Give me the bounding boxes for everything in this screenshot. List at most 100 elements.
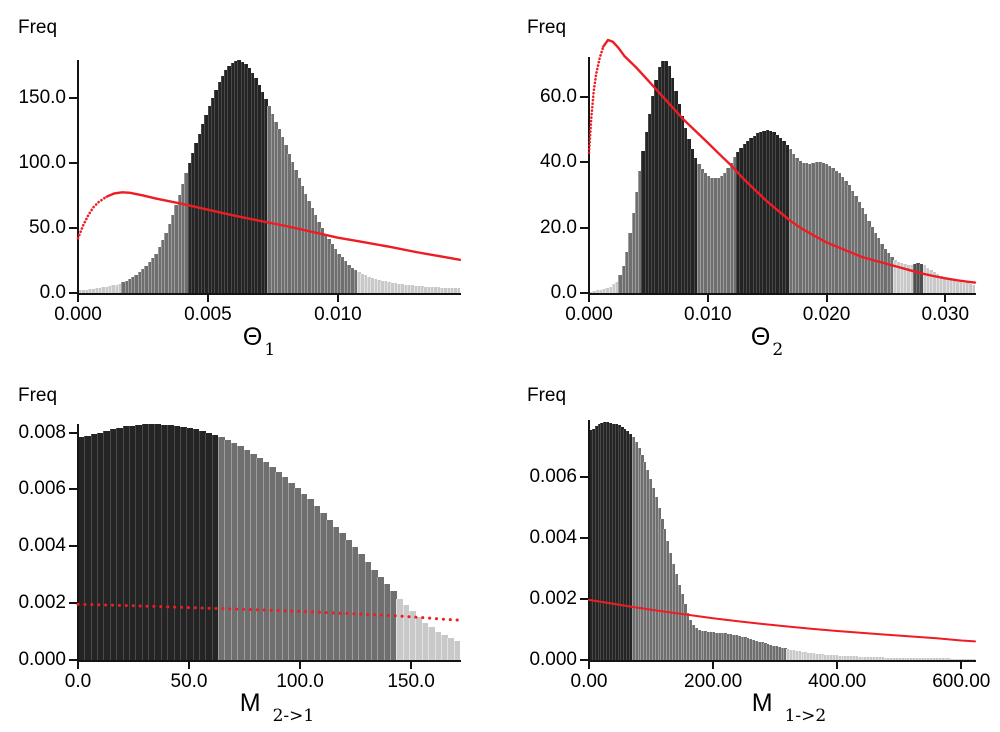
histogram-bar xyxy=(154,424,162,660)
histogram-bar xyxy=(409,611,416,660)
histogram-bar xyxy=(726,633,730,660)
x-axis xyxy=(588,660,976,662)
histogram-bar xyxy=(104,286,109,293)
histogram-bar xyxy=(634,441,638,660)
histogram-bar xyxy=(623,429,627,660)
x-tick xyxy=(960,662,963,669)
histogram-bar xyxy=(154,253,158,293)
histogram-bar xyxy=(167,425,174,660)
y-tick xyxy=(69,96,77,99)
histogram-bar xyxy=(430,287,434,293)
histogram-bar xyxy=(294,488,302,660)
x-axis-title-m12-base: M xyxy=(751,689,773,717)
histogram-bar xyxy=(723,633,727,660)
histogram-bar xyxy=(886,657,890,660)
histogram-bar xyxy=(854,656,859,660)
histogram-bar xyxy=(832,655,836,660)
histogram-bar xyxy=(218,437,225,660)
histogram-bar xyxy=(800,651,804,660)
x-tick-label: 0.0 xyxy=(64,671,92,692)
histogram-bar xyxy=(157,247,162,293)
histogram-bar xyxy=(135,424,142,660)
histogram-bar xyxy=(969,658,973,660)
histogram-bar xyxy=(703,631,707,660)
histogram-bar xyxy=(786,649,790,660)
histogram-bar xyxy=(629,433,633,660)
histogram-bar xyxy=(598,289,603,293)
y-tick-label: 0.002 xyxy=(18,592,66,614)
histogram-bar xyxy=(353,270,358,293)
histogram-bar xyxy=(134,274,139,293)
histogram-bar xyxy=(837,655,841,660)
histogram-bar xyxy=(360,273,364,293)
histogram-bar xyxy=(396,598,403,660)
y-tick-label: 0.000 xyxy=(529,649,577,670)
histogram-bar xyxy=(456,288,461,293)
histogram-bar xyxy=(789,649,793,660)
histogram-bar xyxy=(760,642,764,660)
histogram-bar xyxy=(256,457,263,660)
histogram-bar xyxy=(709,632,713,660)
y-tick-label: 40.0 xyxy=(540,151,577,173)
histogram-bar xyxy=(794,650,799,660)
x-axis-title-m12-sub: 1->2 xyxy=(784,706,827,726)
histogram-bar xyxy=(892,657,896,660)
y-tick-label: 0.006 xyxy=(18,478,66,500)
histogram-bar xyxy=(244,64,248,293)
histogram-bar xyxy=(127,278,132,293)
x-axis-title-theta2-base: Θ xyxy=(750,323,771,351)
histogram-bar xyxy=(929,658,933,660)
x-tick xyxy=(836,662,839,669)
histogram-bar xyxy=(137,272,142,293)
histogram-bar xyxy=(660,518,664,660)
y-tick xyxy=(69,226,77,229)
x-tick xyxy=(825,295,828,302)
histogram-bar xyxy=(160,424,168,660)
histogram-bar xyxy=(84,289,89,293)
histogram-bar xyxy=(826,654,830,660)
histogram-bar xyxy=(889,657,893,660)
histogram-bar xyxy=(269,466,276,660)
histogram-bar xyxy=(122,426,130,660)
histogram-bar xyxy=(937,658,941,660)
histogram-bar xyxy=(116,427,123,660)
x-tick xyxy=(944,295,947,302)
histogram-bar xyxy=(763,643,767,660)
y-axis xyxy=(77,424,79,662)
histogram-bar xyxy=(737,635,741,660)
histogram-bar xyxy=(943,658,947,660)
x-axis-title-m12: M 1->2 xyxy=(709,689,869,726)
histogram-bar xyxy=(446,287,451,293)
y-tick xyxy=(69,431,77,434)
y-tick xyxy=(69,292,77,294)
histogram-bar xyxy=(654,497,658,660)
histogram-bar xyxy=(960,658,964,660)
y-tick-label: 50.0 xyxy=(29,216,66,238)
histogram-bar xyxy=(383,281,388,293)
histogram-bar xyxy=(602,288,606,293)
histogram-bar xyxy=(900,657,904,660)
histogram-bar xyxy=(357,272,361,293)
y-axis-title-m21: Freq xyxy=(18,385,58,406)
histogram-bar xyxy=(597,423,601,660)
y-tick xyxy=(69,602,77,605)
histogram-bar xyxy=(880,657,884,660)
histogram-bar xyxy=(697,629,701,660)
histogram-bar xyxy=(117,283,122,293)
y-tick xyxy=(69,545,77,548)
y-tick-label: 100.0 xyxy=(18,151,66,173)
histogram-bar xyxy=(121,282,125,293)
histogram-bar xyxy=(192,429,200,660)
histogram-bar xyxy=(396,283,401,293)
histogram-bar xyxy=(609,422,613,660)
histogram-bar xyxy=(179,426,187,660)
y-tick-label: 0.004 xyxy=(18,535,66,557)
histogram-bar xyxy=(617,425,621,660)
histogram-bar xyxy=(965,283,969,293)
histogram-bar xyxy=(144,266,149,293)
histogram-bar xyxy=(376,279,381,293)
x-tick xyxy=(77,295,79,302)
histogram-bar xyxy=(749,639,753,660)
histogram-bar xyxy=(946,658,950,660)
histogram-bar xyxy=(814,653,819,660)
